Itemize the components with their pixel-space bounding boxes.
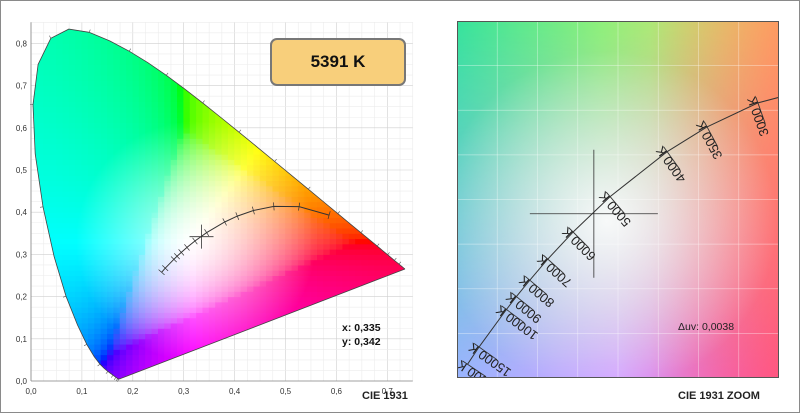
planckian-locus-tick bbox=[235, 212, 240, 220]
planckian-locus-tick bbox=[192, 237, 198, 245]
wavelength-tick bbox=[63, 296, 67, 298]
planckian-locus-tick bbox=[162, 265, 169, 272]
x-tick-label: 0,3 bbox=[178, 387, 190, 396]
y-tick-label: 0,5 bbox=[16, 166, 28, 175]
wavelength-tick bbox=[238, 129, 242, 133]
y-tick-label: 0,3 bbox=[16, 250, 28, 259]
wavelength-tick bbox=[360, 230, 364, 233]
planckian-locus-tick bbox=[184, 244, 190, 251]
wavelength-tick bbox=[398, 261, 402, 265]
wavelength-tick bbox=[113, 377, 117, 380]
x-tick-label: 0,5 bbox=[280, 387, 292, 396]
wavelength-tick bbox=[111, 375, 114, 378]
zoom-measurement-crosshair bbox=[529, 149, 658, 278]
zoom-locus-tick bbox=[663, 146, 681, 170]
y-tick-label: 0,6 bbox=[16, 124, 28, 133]
planckian-locus-tick bbox=[327, 211, 331, 220]
zoom-locus-tick bbox=[511, 292, 534, 311]
x-tick-label: 0,0 bbox=[25, 387, 37, 396]
y-tick-label: 0,1 bbox=[16, 335, 28, 344]
planckian-locus-tick bbox=[170, 256, 177, 263]
wavelength-tick bbox=[49, 35, 52, 39]
cct-readout-box: 5391 K bbox=[270, 38, 406, 86]
planckian-locus-ticks bbox=[158, 202, 331, 276]
cie-1931-caption: CIE 1931 bbox=[362, 390, 408, 402]
planckian-locus-tick bbox=[298, 202, 301, 211]
x-tick-label: 0,7 bbox=[382, 387, 394, 396]
x-tick-label: 0,4 bbox=[229, 387, 241, 396]
zoom-locus-tick bbox=[755, 97, 766, 124]
y-tick-label: 0,4 bbox=[16, 208, 28, 217]
cct-value: 5391 K bbox=[310, 52, 366, 71]
planckian-locus-tick bbox=[204, 229, 210, 237]
wavelength-tick bbox=[376, 243, 380, 247]
x-tick-label: 0,1 bbox=[76, 387, 88, 396]
planckian-locus-tick bbox=[252, 206, 255, 215]
zoom-locus-tick bbox=[605, 191, 625, 214]
y-tick-label: 0,0 bbox=[16, 377, 28, 386]
zoom-locus-tick bbox=[501, 305, 525, 323]
zoom-locus-tick bbox=[703, 121, 718, 147]
zoom-locus-tick bbox=[568, 227, 589, 248]
planckian-locus-tick bbox=[178, 249, 185, 256]
cie-1931-zoom-caption: CIE 1931 ZOOM bbox=[678, 390, 760, 402]
wavelength-tick bbox=[83, 344, 87, 346]
wavelength-tick bbox=[105, 371, 109, 374]
zoom-locus-tick bbox=[524, 275, 547, 295]
wavelength-tick bbox=[166, 72, 169, 76]
wavelength-tick bbox=[88, 29, 91, 33]
wavelength-tick bbox=[337, 211, 341, 214]
y-tick-label: 0,7 bbox=[16, 82, 28, 91]
x-coordinate-readout: x: 0,335 bbox=[342, 322, 381, 334]
wavelength-tick bbox=[394, 257, 397, 261]
zoom-locus-tick bbox=[543, 254, 565, 275]
x-tick-label: 0,2 bbox=[127, 387, 139, 396]
cie-1931-chart: 0,0 0,1 0,2 0,3 0,4 0,5 0,6 0,7 0,0 0,1 0,2 0,3 0,4 0… bbox=[16, 21, 414, 396]
delta-uv-readout: Δuv: 0,0038 bbox=[678, 321, 735, 333]
wavelength-tick bbox=[308, 186, 311, 190]
y-tick-label: 0,8 bbox=[16, 39, 28, 48]
zoom-planckian-locus-line bbox=[467, 96, 779, 365]
zoom-locus-tick bbox=[462, 360, 486, 377]
wavelength-tick bbox=[202, 100, 205, 104]
y-tick-label: 0,2 bbox=[16, 293, 28, 302]
wavelength-tick bbox=[274, 158, 277, 162]
planckian-locus-tick bbox=[222, 218, 227, 226]
planckian-locus-tick bbox=[158, 269, 165, 276]
wavelength-tick bbox=[97, 363, 101, 367]
wavelength-tick bbox=[128, 48, 132, 52]
y-coordinate-readout: y: 0,342 bbox=[342, 336, 381, 348]
measurement-crosshair bbox=[189, 224, 214, 249]
wavelength-ticks bbox=[29, 29, 402, 382]
zoom-locus-tick bbox=[473, 343, 498, 361]
planckian-locus-tick bbox=[174, 253, 181, 260]
x-tick-label: 0,6 bbox=[331, 387, 343, 396]
wavelength-tick bbox=[387, 252, 390, 255]
planckian-locus-tick bbox=[273, 202, 275, 211]
